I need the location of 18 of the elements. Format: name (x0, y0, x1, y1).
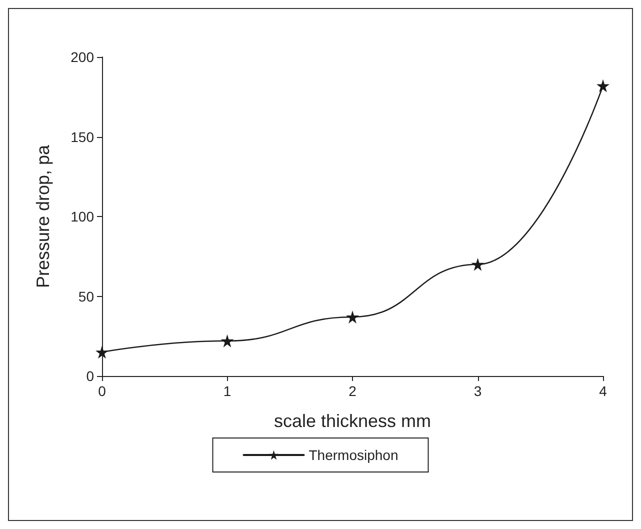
legend-label: Thermosiphon (308, 447, 398, 463)
y-axis-title: Pressure drop, pa (33, 144, 53, 288)
point (471, 258, 484, 271)
point (220, 334, 234, 348)
y-tick-label: 0 (86, 368, 94, 384)
point (346, 310, 359, 324)
point (96, 346, 108, 359)
x-tick-label: 4 (599, 383, 608, 399)
y-tick-label: 50 (78, 288, 94, 304)
x-tick-label: 0 (98, 383, 106, 399)
x-tick-label: 1 (223, 383, 232, 399)
y-tick-label: 100 (70, 208, 94, 224)
x-axis-title: scale thickness mm (274, 411, 432, 431)
point (596, 79, 610, 92)
y-tick-label: 200 (70, 49, 94, 65)
x-tick-label: 2 (348, 383, 357, 399)
x-tick-label: 3 (474, 383, 482, 399)
y-tick-label: 150 (70, 128, 94, 145)
